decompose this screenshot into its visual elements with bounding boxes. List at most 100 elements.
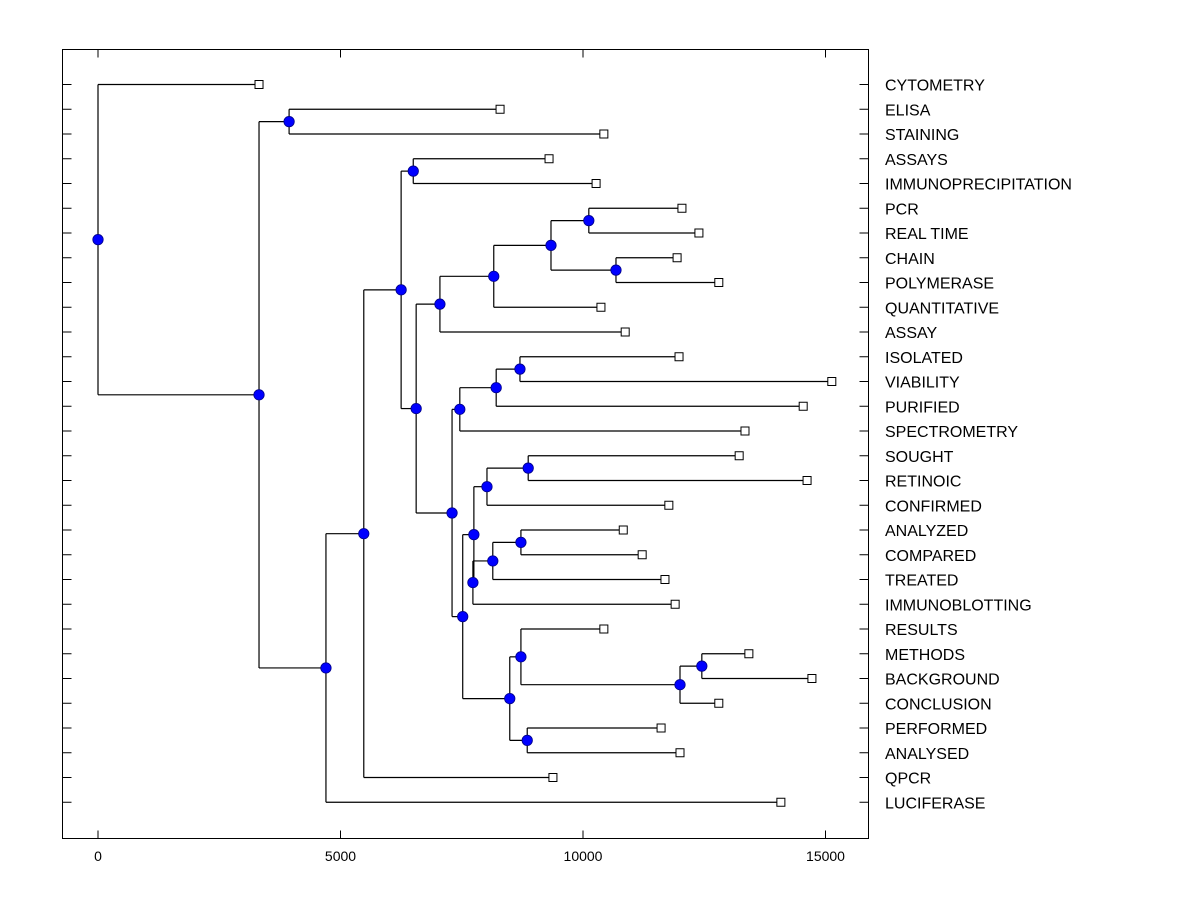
cluster-node xyxy=(320,662,332,674)
cluster-node xyxy=(481,481,493,493)
x-tick-label: 15000 xyxy=(806,848,845,864)
cluster-node xyxy=(515,651,527,663)
cluster-node xyxy=(515,536,527,548)
cluster-node xyxy=(521,734,533,746)
leaf-label: STAINING xyxy=(885,127,959,144)
x-tick-label: 5000 xyxy=(325,848,356,864)
leaf-label: ANALYSED xyxy=(885,746,969,763)
cluster-node xyxy=(514,363,526,375)
leaf-label: ELISA xyxy=(885,102,931,119)
leaf-label: IMMUNOBLOTTING xyxy=(885,597,1032,614)
leaf-marker xyxy=(495,104,505,114)
leaf-marker xyxy=(670,599,680,609)
leaf-marker xyxy=(714,698,724,708)
leaf-marker xyxy=(674,352,684,362)
leaf-labels: CYTOMETRY ELISA STAINING ASSAYS IMMUNOPRECIP… xyxy=(885,78,1072,813)
leaf-marks xyxy=(254,80,837,807)
leaf-marker xyxy=(656,723,666,733)
leaf-label: POLYMERASE xyxy=(885,276,994,293)
cluster-node xyxy=(468,529,480,541)
cluster-node xyxy=(504,693,516,705)
cluster-node xyxy=(487,555,499,567)
leaf-label: RETINOIC xyxy=(885,474,961,491)
leaf-marker xyxy=(637,550,647,560)
leaf-label: PERFORMED xyxy=(885,721,987,738)
x-axis-ticks: 0 5000 10000 15000 xyxy=(94,49,845,864)
leaf-marker xyxy=(675,748,685,758)
cluster-node xyxy=(358,528,370,540)
leaf-marker xyxy=(740,426,750,436)
leaf-label: QPCR xyxy=(885,771,931,788)
leaf-marker xyxy=(618,525,628,535)
leaf-marker xyxy=(744,649,754,659)
cluster-node xyxy=(395,284,407,296)
leaf-label: ANALYZED xyxy=(885,523,968,540)
leaf-label: LUCIFERASE xyxy=(885,795,985,812)
leaf-label: ISOLATED xyxy=(885,350,963,367)
leaf-label: PURIFIED xyxy=(885,399,960,416)
leaf-marker xyxy=(591,179,601,188)
leaf-label: ASSAY xyxy=(885,325,938,342)
leaf-marker xyxy=(672,253,682,263)
plot-frame xyxy=(62,49,869,839)
cluster-node xyxy=(674,679,686,691)
leaf-marker xyxy=(254,80,264,89)
leaf-marker xyxy=(807,674,817,683)
leaf-marker xyxy=(694,228,704,238)
cluster-node xyxy=(610,264,622,276)
leaf-label: TREATED xyxy=(885,573,958,590)
leaf-label: SPECTROMETRY xyxy=(885,424,1018,441)
leaf-label: IMMUNOPRECIPITATION xyxy=(885,177,1072,194)
x-tick-label: 10000 xyxy=(564,848,603,864)
cluster-node xyxy=(490,382,502,394)
leaf-marker xyxy=(802,476,812,485)
branches xyxy=(97,83,832,803)
leaf-marker xyxy=(734,451,744,461)
leaf-label: METHODS xyxy=(885,647,965,664)
leaf-label: BACKGROUND xyxy=(885,672,1000,689)
cluster-node xyxy=(253,389,265,401)
y-axis-ticks xyxy=(62,84,869,803)
leaf-label: CONCLUSION xyxy=(885,696,992,713)
leaf-marker xyxy=(660,575,670,584)
leaf-label: SOUGHT xyxy=(885,449,954,466)
cluster-node xyxy=(545,239,557,251)
cluster-node xyxy=(410,402,422,415)
cluster-node xyxy=(457,611,469,623)
cluster-node xyxy=(583,215,595,227)
cluster-node xyxy=(446,507,458,519)
leaf-marker xyxy=(599,624,609,634)
leaf-marker xyxy=(776,797,786,807)
leaf-label: RESULTS xyxy=(885,622,958,639)
leaf-label: VIABILITY xyxy=(885,375,960,392)
leaf-marker xyxy=(620,327,630,337)
leaf-label: PCR xyxy=(885,201,919,218)
leaf-marker xyxy=(548,773,558,782)
x-tick-label: 0 xyxy=(94,848,102,864)
leaf-label: CONFIRMED xyxy=(885,498,982,515)
cluster-node xyxy=(454,403,466,415)
leaf-label: QUANTITATIVE xyxy=(885,300,999,317)
leaf-label: ASSAYS xyxy=(885,152,948,169)
cluster-node xyxy=(522,462,534,474)
node-marks xyxy=(92,116,708,746)
cluster-node xyxy=(467,576,479,589)
cluster-node xyxy=(92,234,104,246)
cluster-node xyxy=(696,660,708,672)
leaf-marker xyxy=(599,129,609,139)
leaf-marker xyxy=(714,278,724,287)
leaf-marker xyxy=(664,500,674,510)
leaf-marker xyxy=(596,302,606,312)
leaf-label: CHAIN xyxy=(885,251,935,268)
leaf-label: CYTOMETRY xyxy=(885,78,985,95)
cluster-node xyxy=(434,298,446,310)
cluster-node xyxy=(488,270,500,282)
leaf-marker xyxy=(827,377,837,386)
leaf-marker xyxy=(544,154,554,164)
leaf-label: REAL TIME xyxy=(885,226,969,243)
leaf-marker xyxy=(798,401,808,411)
cluster-node xyxy=(407,165,419,177)
leaf-marker xyxy=(677,203,687,213)
leaf-label: COMPARED xyxy=(885,548,976,565)
